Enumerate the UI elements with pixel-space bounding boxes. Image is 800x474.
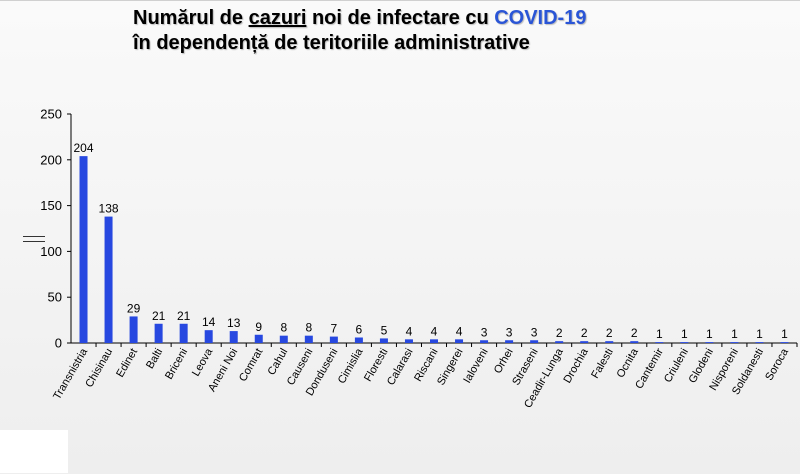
x-tick-label: Falesti bbox=[589, 347, 616, 381]
bar bbox=[430, 339, 438, 343]
title-part-3: noi de infectare cu bbox=[306, 7, 495, 29]
bar bbox=[630, 341, 639, 343]
bar bbox=[154, 323, 163, 343]
x-tick-label: Briceni bbox=[163, 347, 190, 382]
x-tick-label: Balti bbox=[144, 347, 165, 372]
x-tick-label: Ialoveni bbox=[461, 347, 490, 386]
data-label: 2 bbox=[556, 326, 563, 340]
corner-patch bbox=[0, 430, 68, 473]
bar bbox=[580, 341, 589, 343]
data-label: 14 bbox=[202, 315, 216, 329]
y-tick-label: 50 bbox=[48, 290, 62, 305]
bar bbox=[755, 342, 764, 343]
data-label: 4 bbox=[456, 324, 463, 338]
data-label: 13 bbox=[227, 316, 241, 330]
y-tick-label: 200 bbox=[40, 152, 62, 167]
title-part-2: cazuri bbox=[248, 7, 307, 29]
bar bbox=[129, 316, 138, 343]
data-label: 7 bbox=[331, 322, 338, 336]
data-label: 5 bbox=[381, 323, 388, 337]
data-label: 8 bbox=[280, 321, 287, 335]
bar bbox=[404, 339, 413, 343]
data-label: 3 bbox=[506, 325, 513, 339]
data-label: 138 bbox=[99, 202, 119, 216]
bar bbox=[354, 337, 363, 343]
data-label: 29 bbox=[127, 301, 141, 315]
x-tick-label: Ocnita bbox=[615, 346, 642, 380]
y-tick-label: 100 bbox=[40, 244, 62, 259]
data-label: 8 bbox=[305, 321, 312, 335]
bar bbox=[254, 334, 263, 343]
x-tick-label: Comrat bbox=[237, 347, 265, 384]
bar bbox=[379, 338, 388, 343]
bar bbox=[605, 341, 614, 343]
data-label: 3 bbox=[481, 325, 488, 339]
data-label: 3 bbox=[531, 325, 538, 339]
x-tick-label: Leova bbox=[190, 346, 216, 379]
bar bbox=[104, 216, 113, 343]
bar bbox=[655, 342, 664, 343]
bar bbox=[780, 342, 789, 343]
bar bbox=[505, 340, 514, 343]
x-tick-label: Cahul bbox=[266, 347, 291, 378]
x-tick-label: Edinet bbox=[114, 347, 140, 380]
bar bbox=[279, 335, 288, 343]
bar bbox=[304, 335, 313, 343]
bar bbox=[480, 340, 489, 343]
x-tick-label: Drochia bbox=[561, 346, 591, 386]
x-tick-label: Transnistria bbox=[51, 346, 90, 402]
data-label: 4 bbox=[431, 324, 438, 338]
y-tick-label: 0 bbox=[55, 336, 62, 351]
title-line-2: în dependență de teritoriile administrat… bbox=[133, 32, 530, 54]
data-label: 6 bbox=[356, 323, 363, 337]
data-label: 1 bbox=[656, 327, 663, 341]
data-label: 21 bbox=[152, 309, 166, 323]
data-label: 2 bbox=[606, 326, 613, 340]
bar bbox=[455, 339, 464, 343]
y-tick-label: 150 bbox=[40, 198, 62, 213]
data-label: 21 bbox=[177, 309, 191, 323]
title-part-1: Numărul de bbox=[133, 7, 249, 29]
data-label: 1 bbox=[706, 327, 713, 341]
y-tick-label: 250 bbox=[40, 107, 62, 122]
data-label: 9 bbox=[255, 320, 262, 334]
data-label: 1 bbox=[731, 327, 738, 341]
bar bbox=[530, 340, 539, 343]
title-line-1: Numărul de cazuri noi de infectare cu CO… bbox=[133, 6, 773, 31]
x-tick-label: Orhei bbox=[492, 347, 516, 376]
axis-mark bbox=[23, 236, 45, 242]
chart-title: Numărul de cazuri noi de infectare cu CO… bbox=[133, 6, 773, 56]
data-label: 2 bbox=[581, 326, 588, 340]
bar bbox=[730, 342, 739, 343]
x-tick-label: Soroca bbox=[763, 346, 791, 383]
data-label: 1 bbox=[681, 327, 688, 341]
data-label: 204 bbox=[74, 141, 94, 155]
bar bbox=[680, 342, 689, 343]
bar bbox=[179, 323, 188, 343]
bar bbox=[329, 336, 338, 343]
data-label: 4 bbox=[406, 324, 413, 338]
title-highlight: COVID-19 bbox=[494, 7, 587, 29]
data-label: 1 bbox=[781, 327, 788, 341]
x-tick-label: Cimislia bbox=[336, 346, 366, 386]
bar bbox=[204, 330, 213, 343]
data-label: 2 bbox=[631, 326, 638, 340]
bar bbox=[79, 156, 88, 343]
bar bbox=[555, 341, 564, 343]
data-label: 1 bbox=[756, 327, 763, 341]
bar bbox=[705, 342, 714, 343]
bar bbox=[229, 331, 238, 343]
